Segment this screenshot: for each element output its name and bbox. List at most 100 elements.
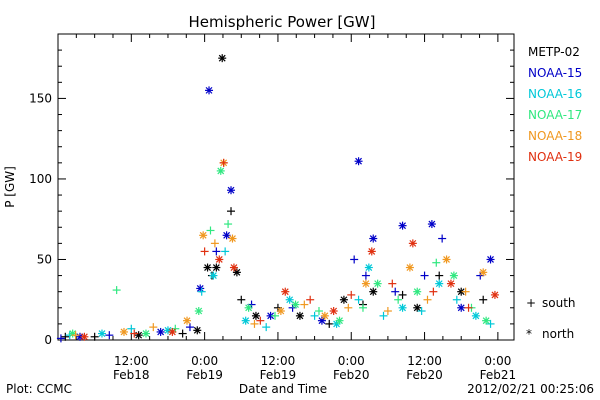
data-point-noaa-19 bbox=[446, 279, 455, 288]
data-point-noaa-15 bbox=[427, 220, 436, 229]
x-tick-date: Feb21 bbox=[480, 368, 517, 382]
legend-entry: METP-02 bbox=[528, 45, 580, 59]
data-point-noaa-19 bbox=[464, 303, 473, 312]
data-point-noaa-19 bbox=[281, 287, 290, 296]
data-point-metp-02 bbox=[203, 263, 212, 272]
data-point-noaa-18 bbox=[479, 268, 488, 277]
data-point-metp-02 bbox=[369, 287, 378, 296]
data-point-noaa-19 bbox=[130, 329, 139, 338]
data-point-metp-02 bbox=[178, 329, 187, 338]
data-point-noaa-16 bbox=[221, 247, 230, 256]
marker-legend-label: south bbox=[542, 296, 576, 310]
data-point-noaa-19 bbox=[229, 263, 238, 272]
data-point-noaa-16 bbox=[209, 271, 218, 280]
x-axis: 12:00Feb180:00Feb1912:00Feb190:00Feb2012… bbox=[75, 34, 517, 382]
data-point-noaa-18 bbox=[423, 295, 432, 304]
data-point-noaa-16 bbox=[241, 316, 250, 325]
data-point-noaa-18 bbox=[149, 323, 158, 332]
data-point-noaa-15 bbox=[156, 327, 165, 336]
data-point-noaa-19 bbox=[168, 327, 177, 336]
data-point-noaa-17 bbox=[206, 226, 215, 235]
data-point-noaa-18 bbox=[442, 255, 451, 264]
data-point-noaa-19 bbox=[256, 316, 265, 325]
data-point-noaa-16 bbox=[310, 311, 319, 320]
data-point-noaa-17 bbox=[335, 316, 344, 325]
x-tick-date: Feb18 bbox=[113, 368, 150, 382]
data-point-noaa-16 bbox=[127, 324, 136, 333]
data-point-noaa-19 bbox=[388, 279, 397, 288]
data-point-noaa-17 bbox=[141, 329, 150, 338]
data-point-metp-02 bbox=[413, 303, 422, 312]
legend-entry: NOAA-15 bbox=[528, 66, 582, 80]
data-point-noaa-17 bbox=[432, 258, 441, 267]
data-point-noaa-15 bbox=[185, 323, 194, 332]
data-point-noaa-19 bbox=[80, 332, 89, 341]
y-axis: 0 50 100 150 bbox=[29, 49, 514, 347]
data-point-noaa-15 bbox=[227, 186, 236, 195]
data-point-metp-02 bbox=[90, 332, 99, 341]
data-point-noaa-17 bbox=[314, 307, 323, 316]
data-point-metp-02 bbox=[295, 311, 304, 320]
data-point-noaa-16 bbox=[354, 295, 363, 304]
data-point-noaa-15 bbox=[398, 221, 407, 230]
x-tick-date: Feb20 bbox=[333, 368, 370, 382]
data-point-noaa-18 bbox=[210, 239, 219, 248]
data-point-noaa-19 bbox=[347, 290, 356, 299]
footer-timestamp: 2012/02/21 00:25:06 bbox=[467, 382, 594, 396]
data-point-metp-02 bbox=[435, 271, 444, 280]
data-point-noaa-19 bbox=[306, 295, 315, 304]
data-point-noaa-19 bbox=[367, 247, 376, 256]
data-point-noaa-17 bbox=[394, 295, 403, 304]
data-point-noaa-15 bbox=[420, 271, 429, 280]
y-tick-label: 50 bbox=[37, 252, 52, 266]
legend-entry: NOAA-19 bbox=[528, 150, 582, 164]
data-point-metp-02 bbox=[61, 332, 70, 341]
data-point-noaa-16 bbox=[97, 329, 106, 338]
data-point-noaa-18 bbox=[405, 263, 414, 272]
data-point-noaa-19 bbox=[200, 247, 209, 256]
x-tick-date: Feb19 bbox=[260, 368, 297, 382]
x-tick-time: 0:00 bbox=[338, 354, 365, 368]
y-tick-label: 150 bbox=[29, 91, 52, 105]
data-point-noaa-17 bbox=[358, 303, 367, 312]
data-point-noaa-18 bbox=[183, 316, 192, 325]
data-point-metp-02 bbox=[218, 54, 227, 63]
data-point-noaa-18 bbox=[228, 234, 237, 243]
data-point-noaa-17 bbox=[373, 279, 382, 288]
data-point-noaa-17 bbox=[413, 287, 422, 296]
data-point-noaa-18 bbox=[383, 307, 392, 316]
series-legend: METP-02 NOAA-15 NOAA-16 NOAA-17 NOAA-18 NOAA-… bbox=[528, 45, 582, 164]
plot-frame bbox=[57, 33, 515, 341]
y-tick-label: 100 bbox=[29, 172, 52, 186]
data-point-noaa-15 bbox=[486, 255, 495, 264]
data-point-noaa-15 bbox=[266, 311, 275, 320]
data-point-noaa-18 bbox=[361, 279, 370, 288]
x-tick-time: 12:00 bbox=[407, 354, 442, 368]
data-point-noaa-15 bbox=[361, 271, 370, 280]
legend-entry: NOAA-17 bbox=[528, 108, 582, 122]
data-point-noaa-18 bbox=[250, 319, 259, 328]
data-point-noaa-15 bbox=[350, 255, 359, 264]
data-point-metp-02 bbox=[193, 326, 202, 335]
data-point-noaa-15 bbox=[354, 157, 363, 166]
data-point-noaa-16 bbox=[379, 311, 388, 320]
y-axis-label: P [GW] bbox=[3, 166, 17, 208]
data-points bbox=[56, 54, 499, 343]
x-tick-date: Feb19 bbox=[186, 368, 223, 382]
data-point-noaa-16 bbox=[435, 279, 444, 288]
data-point-noaa-18 bbox=[199, 231, 208, 240]
data-point-noaa-17 bbox=[271, 311, 280, 320]
data-point-noaa-17 bbox=[216, 166, 225, 175]
data-point-noaa-19 bbox=[408, 239, 417, 248]
data-point-noaa-17 bbox=[291, 300, 300, 309]
data-point-noaa-16 bbox=[262, 323, 271, 332]
data-point-metp-02 bbox=[212, 263, 221, 272]
data-point-noaa-15 bbox=[56, 334, 65, 343]
data-point-noaa-15 bbox=[391, 287, 400, 296]
data-point-noaa-17 bbox=[224, 220, 233, 229]
data-point-noaa-15 bbox=[457, 303, 466, 312]
data-point-noaa-17 bbox=[449, 271, 458, 280]
data-point-noaa-16 bbox=[486, 319, 495, 328]
data-point-noaa-18 bbox=[320, 311, 329, 320]
